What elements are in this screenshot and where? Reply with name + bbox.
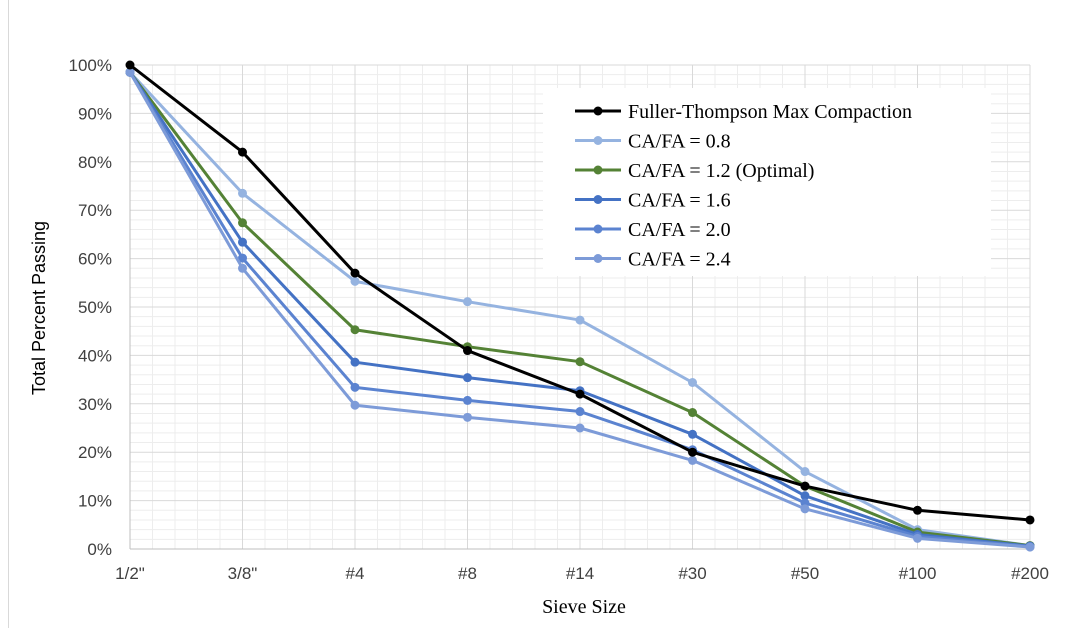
- legend-swatch-marker: [593, 106, 603, 116]
- legend-item: CA/FA = 2.0: [575, 219, 731, 241]
- legend-swatch-marker: [593, 195, 603, 204]
- legend-swatch-marker: [593, 224, 603, 234]
- series-0: [125, 60, 1035, 525]
- data-point: [688, 447, 697, 457]
- data-point: [238, 263, 247, 273]
- y-tick-label: 90%: [78, 104, 112, 123]
- data-point: [238, 237, 247, 247]
- data-point: [238, 188, 247, 198]
- legend-swatch-marker: [593, 136, 603, 145]
- legend-label: CA/FA = 2.4: [628, 249, 731, 271]
- data-point: [350, 382, 360, 392]
- data-point: [350, 325, 360, 335]
- legend-item: Fuller-Thompson Max Compaction: [575, 101, 912, 123]
- data-point: [1025, 542, 1035, 552]
- data-point: [463, 395, 472, 405]
- y-axis-tick-labels: 0% 10% 20% 30% 40% 50% 60% 70% 80% 90% 100%: [69, 56, 112, 559]
- data-point: [238, 218, 247, 228]
- x-tick-label: #200: [1011, 564, 1049, 583]
- data-point: [575, 315, 585, 325]
- data-point: [913, 533, 922, 543]
- data-point: [463, 297, 472, 307]
- legend-box: [543, 88, 991, 276]
- y-axis-title: Total Percent Passing: [29, 221, 49, 395]
- data-point: [575, 423, 585, 433]
- x-tick-label: #8: [458, 564, 477, 583]
- y-tick-label: 50%: [78, 298, 112, 317]
- legend-label: Fuller-Thompson Max Compaction: [628, 101, 912, 123]
- x-tick-label: 3/8": [228, 564, 258, 583]
- data-point: [913, 505, 922, 515]
- axes: [129, 65, 1030, 550]
- x-tick-label: #30: [678, 564, 706, 583]
- y-tick-label: 80%: [78, 153, 112, 172]
- x-tick-label: #50: [791, 564, 819, 583]
- data-point: [800, 504, 810, 514]
- legend-swatch-marker: [593, 165, 603, 175]
- left-divider: [8, 0, 9, 628]
- data-point: [350, 357, 360, 367]
- y-tick-label: 30%: [78, 395, 112, 414]
- data-point: [575, 389, 585, 399]
- data-point: [575, 407, 585, 417]
- legend: Fuller-Thompson Max Compaction CA/FA = 0.…: [543, 88, 991, 276]
- data-point: [238, 253, 247, 263]
- y-tick-label: 40%: [78, 346, 112, 365]
- data-point: [463, 346, 472, 356]
- data-point: [800, 481, 810, 491]
- data-point: [800, 467, 810, 477]
- y-tick-label: 10%: [78, 492, 112, 511]
- legend-item: CA/FA = 0.8: [575, 131, 731, 153]
- data-point: [125, 67, 135, 77]
- data-point: [800, 491, 810, 501]
- x-axis-title: Sieve Size: [542, 596, 626, 618]
- data-point: [463, 412, 472, 422]
- legend-swatch-marker: [593, 254, 603, 263]
- data-point: [350, 268, 360, 278]
- legend-items: Fuller-Thompson Max Compaction CA/FA = 0.…: [575, 101, 912, 271]
- data-point: [350, 276, 360, 286]
- y-tick-label: 60%: [78, 250, 112, 269]
- data-point: [463, 373, 472, 383]
- data-point: [350, 400, 360, 410]
- x-tick-label: #4: [346, 564, 365, 583]
- x-tick-label: #14: [566, 564, 594, 583]
- data-point: [688, 455, 697, 465]
- legend-item: CA/FA = 1.2 (Optimal): [575, 160, 814, 182]
- legend-label: CA/FA = 1.2 (Optimal): [628, 160, 814, 182]
- data-point: [688, 408, 697, 418]
- series-5: [125, 67, 1035, 552]
- series-layer: [125, 60, 1035, 552]
- data-point: [238, 147, 247, 157]
- data-point: [688, 429, 697, 439]
- x-tick-label: #100: [899, 564, 937, 583]
- data-point: [1025, 515, 1035, 525]
- data-point: [575, 357, 585, 367]
- legend-item: CA/FA = 1.6: [575, 190, 731, 212]
- legend-item: CA/FA = 2.4: [575, 249, 731, 271]
- data-point: [688, 378, 697, 388]
- y-tick-label: 70%: [78, 201, 112, 220]
- legend-label: CA/FA = 1.6: [628, 190, 731, 212]
- legend-label: CA/FA = 0.8: [628, 131, 731, 153]
- y-tick-label: 20%: [78, 443, 112, 462]
- x-axis-tick-labels: 1/2" 3/8" #4 #8 #14 #30 #50 #100 #200: [115, 564, 1049, 583]
- y-tick-label: 0%: [87, 540, 112, 559]
- y-tick-label: 100%: [69, 56, 112, 75]
- data-point: [125, 60, 135, 70]
- x-tick-label: 1/2": [115, 564, 145, 583]
- legend-label: CA/FA = 2.0: [628, 219, 731, 241]
